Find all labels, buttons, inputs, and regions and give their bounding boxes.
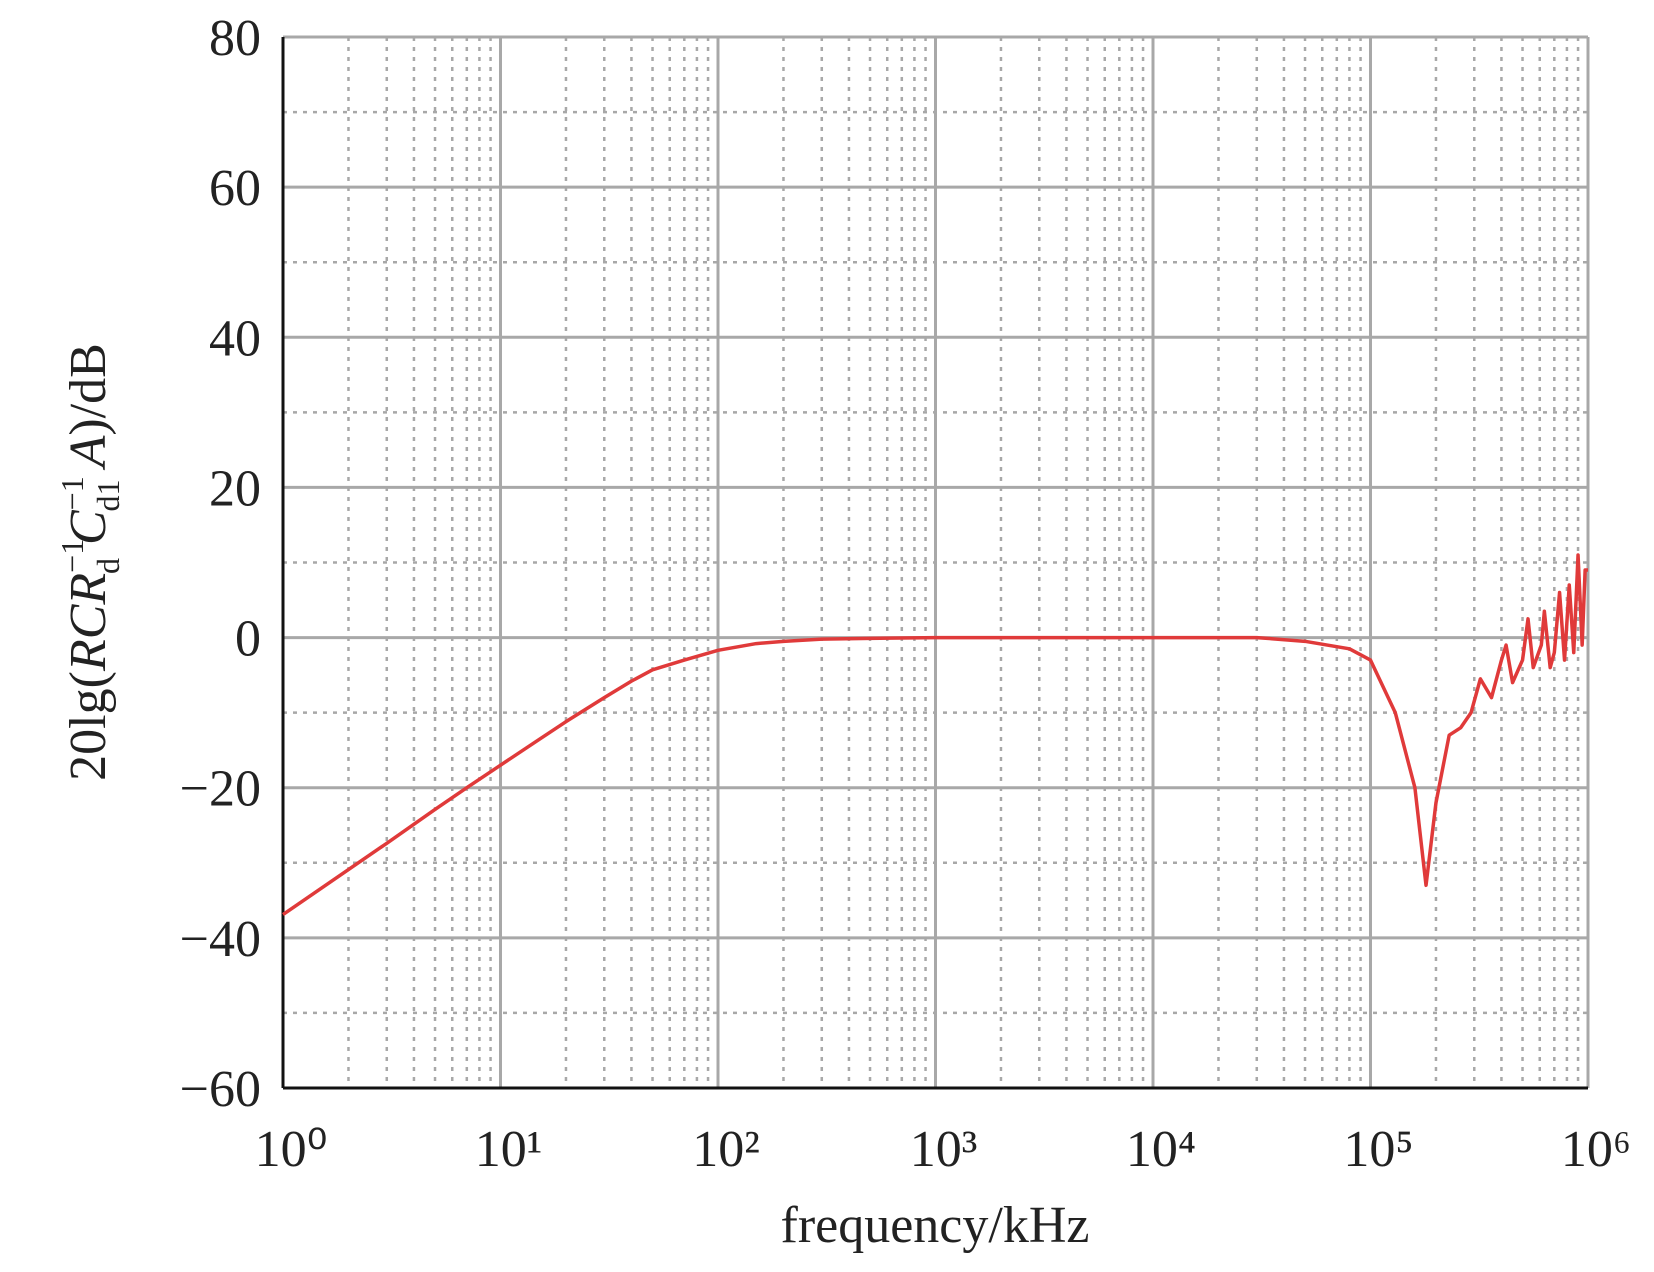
y-tick-label: 0 xyxy=(235,611,261,668)
y-tick-label: 40 xyxy=(209,310,261,367)
y-label-part: A xyxy=(60,435,117,479)
y-label-part: 20lg( xyxy=(60,671,117,781)
y-label-part: C xyxy=(60,509,117,558)
y-label-part: −1 xyxy=(54,476,90,510)
x-axis-label: frequency/kHz xyxy=(781,1197,1090,1254)
y-axis-label: 20lg(RCR−1d C−1d1 A)/dB xyxy=(54,343,126,781)
x-tick-label: 10⁶ xyxy=(1561,1121,1631,1178)
x-tick-label: 10⁵ xyxy=(1343,1121,1413,1178)
y-tick-label: 60 xyxy=(209,160,261,217)
x-tick-label: 10¹ xyxy=(475,1121,543,1178)
y-tick-label: −40 xyxy=(180,911,261,968)
y-tick-label: 80 xyxy=(209,10,261,67)
y-label-part: d xyxy=(90,558,126,574)
y-tick-label: −20 xyxy=(180,761,261,818)
y-tick-label: −60 xyxy=(180,1061,261,1118)
x-tick-label: 10⁴ xyxy=(1126,1121,1196,1178)
y-label-part: )/dB xyxy=(60,343,117,435)
x-tick-label: 10⁰ xyxy=(255,1121,328,1178)
x-tick-label: 10² xyxy=(692,1121,760,1178)
y-label-part: −1 xyxy=(54,539,90,573)
y-tick-label: 20 xyxy=(209,460,261,517)
y-label-part: RCR xyxy=(60,573,117,672)
y-label-part: d1 xyxy=(90,479,126,511)
line-series xyxy=(282,553,1588,917)
x-tick-label: 10³ xyxy=(910,1121,978,1178)
